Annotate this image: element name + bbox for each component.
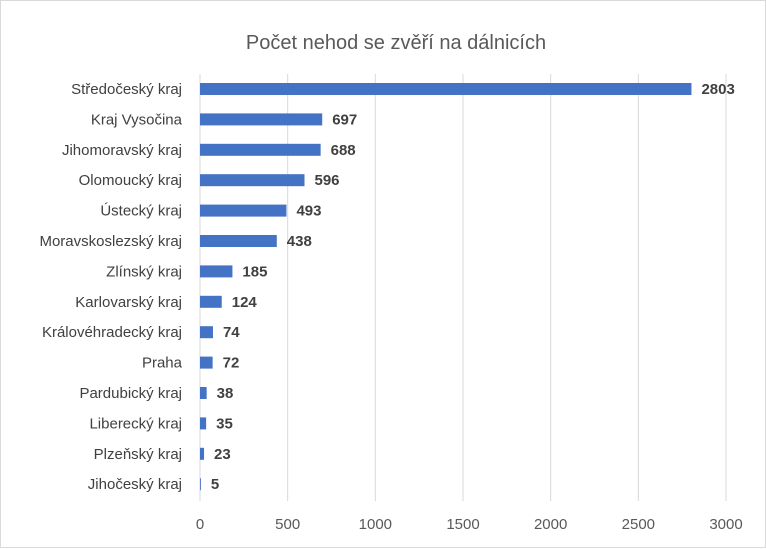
data-labels: 2803 697 688 596 493 438 185 124 74 72 38 35 23 5 [211, 81, 735, 493]
category-label: Královéhradecký kraj [42, 324, 182, 341]
x-tick-label: 2500 [622, 516, 655, 533]
bar [200, 235, 277, 247]
bar [200, 265, 233, 278]
category-label: Zlínský kraj [106, 263, 182, 280]
data-label: 72 [223, 355, 240, 372]
data-label: 2803 [701, 81, 734, 98]
category-label: Plzeňský kraj [94, 446, 182, 463]
category-label: Kraj Vysočina [91, 111, 183, 128]
data-label: 493 [296, 203, 321, 220]
data-label: 124 [232, 294, 258, 311]
category-labels: Středočeský kraj Kraj Vysočina Jihomoravsk… [39, 81, 182, 493]
x-tick-label: 2000 [534, 516, 567, 533]
bar [200, 417, 207, 430]
bar [200, 447, 205, 460]
bar [200, 295, 222, 308]
bar [200, 478, 201, 491]
gridlines [199, 74, 727, 501]
data-label: 35 [216, 415, 233, 432]
x-tick-label: 1000 [359, 516, 392, 533]
data-label: 697 [332, 111, 357, 128]
bar [200, 326, 213, 339]
category-label: Praha [142, 355, 183, 372]
category-label: Liberecký kraj [89, 415, 182, 432]
bar [200, 83, 692, 95]
category-label: Pardubický kraj [79, 385, 182, 402]
x-axis-tick-labels: 0 500 1000 1500 2000 2500 3000 [196, 516, 743, 533]
data-label: 185 [242, 263, 267, 280]
category-label: Ústecký kraj [100, 203, 182, 220]
data-label: 23 [214, 446, 231, 463]
category-label: Moravskoslezský kraj [39, 233, 182, 250]
bar [200, 387, 207, 399]
bar [200, 204, 287, 217]
category-label: Středočeský kraj [71, 81, 182, 98]
data-label: 74 [223, 324, 240, 341]
category-label: Karlovarský kraj [75, 294, 182, 311]
x-tick-label: 1500 [446, 516, 479, 533]
bar [200, 113, 323, 126]
data-label: 596 [314, 172, 339, 189]
data-label: 688 [331, 142, 356, 159]
chart-title: Počet nehod se zvěří na dálnicích [246, 32, 546, 54]
data-label: 5 [211, 476, 219, 493]
bar [200, 174, 305, 187]
category-label: Olomoucký kraj [79, 172, 182, 189]
data-label: 438 [287, 233, 312, 250]
x-tick-label: 3000 [709, 516, 742, 533]
x-tick-label: 500 [275, 516, 300, 533]
bars [200, 83, 692, 491]
bar [200, 143, 321, 156]
x-tick-label: 0 [196, 516, 204, 533]
data-label: 38 [217, 385, 234, 402]
category-label: Jihomoravský kraj [62, 142, 182, 159]
category-label: Jihočeský kraj [88, 476, 182, 493]
bar [200, 356, 213, 369]
